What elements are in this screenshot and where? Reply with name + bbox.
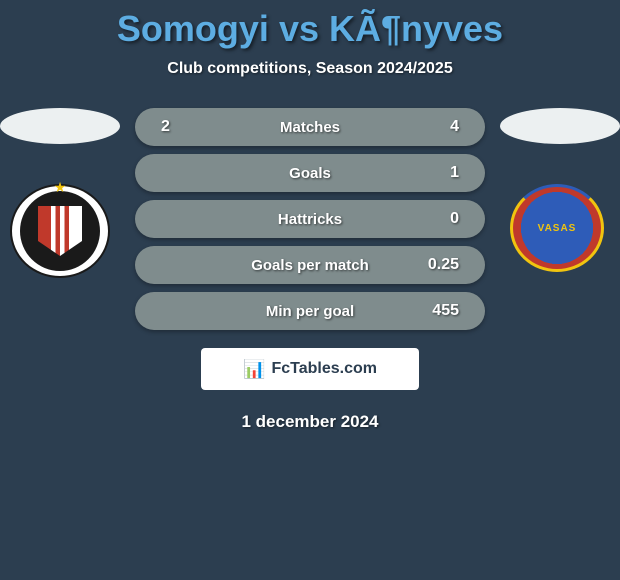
page-title: Somogyi vs KÃ¶nyves [0,0,620,50]
comparison-area: ★ VASAS 2 Matches 4 Goals 1 Hattricks 0 [0,108,620,432]
watermark: 📊 FcTables.com [201,348,419,390]
stat-right-value: 4 [450,118,459,136]
watermark-text: FcTables.com [271,360,377,378]
stat-right-value: 0 [450,210,459,228]
stat-right-value: 1 [450,164,459,182]
club-badge-left: ★ [10,184,110,278]
badge-right-label: VASAS [538,223,577,234]
date-label: 1 december 2024 [0,412,620,432]
stat-label: Matches [280,119,340,136]
shield-icon [38,206,82,256]
player-left-column: ★ [0,108,120,278]
star-icon: ★ [54,179,67,196]
player-right-column: VASAS [500,108,620,272]
stat-left-value: 2 [161,118,170,136]
stats-container: 2 Matches 4 Goals 1 Hattricks 0 Goals pe… [135,108,485,330]
stat-label: Min per goal [266,303,354,320]
stat-row-hattricks: Hattricks 0 [135,200,485,238]
stat-row-min-per-goal: Min per goal 455 [135,292,485,330]
player-left-placeholder [0,108,120,144]
stat-row-goals-per-match: Goals per match 0.25 [135,246,485,284]
stat-row-matches: 2 Matches 4 [135,108,485,146]
stat-label: Goals [289,165,331,182]
stat-right-value: 455 [432,302,459,320]
stat-label: Goals per match [251,257,369,274]
subtitle: Club competitions, Season 2024/2025 [0,60,620,78]
stat-label: Hattricks [278,211,342,228]
stat-row-goals: Goals 1 [135,154,485,192]
player-right-placeholder [500,108,620,144]
chart-icon: 📊 [243,359,265,380]
club-badge-right: VASAS [510,184,604,272]
stat-right-value: 0.25 [428,256,459,274]
